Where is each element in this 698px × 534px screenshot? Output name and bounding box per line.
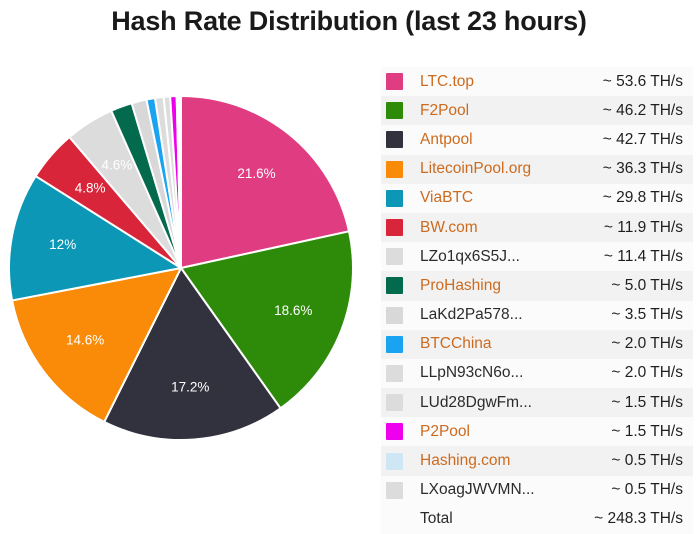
legend-item-label[interactable]: F2Pool <box>420 101 470 119</box>
legend-row[interactable]: LTC.top ~ 53.6 TH/s <box>381 67 693 97</box>
legend-item-value: ~ 0.5 TH/s <box>611 452 683 470</box>
legend-row[interactable]: LaKd2Pa578... ~ 3.5 TH/s <box>381 300 693 330</box>
legend-row[interactable]: LLpN93cN6o... ~ 2.0 TH/s <box>381 358 693 389</box>
legend-item-value: ~ 0.5 TH/s <box>611 481 683 499</box>
legend-item-value: ~ 46.2 TH/s <box>602 101 683 119</box>
pie-slice[interactable] <box>11 267 182 423</box>
legend-color-swatch <box>386 394 403 412</box>
legend-total-row: Total ~ 248.3 TH/s <box>381 504 693 534</box>
legend-item-label[interactable]: Hashing.com <box>420 452 511 470</box>
legend-row[interactable]: BTCChina ~ 2.0 TH/s <box>381 329 693 359</box>
pie-slice[interactable] <box>180 230 354 410</box>
legend-color-swatch <box>386 73 403 91</box>
legend-item-label: LaKd2Pa578... <box>420 306 523 324</box>
legend-total-swatch-placeholder <box>386 511 403 528</box>
legend-item-value: ~ 53.6 TH/s <box>602 72 683 90</box>
legend-item-value: ~ 2.0 TH/s <box>611 364 683 382</box>
legend-item-label[interactable]: ViaBTC <box>420 189 474 207</box>
pie-slice[interactable] <box>177 94 182 269</box>
pie-slice[interactable] <box>8 175 182 302</box>
legend-color-swatch <box>386 277 403 295</box>
legend: LTC.top ~ 53.6 TH/s F2Pool ~ 46.2 TH/s Antpo… <box>381 67 693 534</box>
legend-item-value: ~ 1.5 TH/s <box>611 393 683 411</box>
pie-slice[interactable] <box>103 267 282 441</box>
legend-item-value: ~ 42.7 TH/s <box>602 130 683 148</box>
legend-color-swatch <box>386 160 403 178</box>
legend-color-swatch <box>386 219 403 237</box>
legend-row[interactable]: ProHashing ~ 5.0 TH/s <box>381 271 693 301</box>
legend-item-label: LUd28DgwFm... <box>420 393 532 411</box>
legend-color-swatch <box>386 306 403 324</box>
legend-color-swatch <box>386 423 403 441</box>
legend-color-swatch <box>386 364 403 382</box>
legend-item-label[interactable]: Antpool <box>420 130 473 148</box>
legend-item-value: ~ 3.5 TH/s <box>611 306 683 324</box>
legend-item-value: ~ 36.3 TH/s <box>602 160 683 178</box>
legend-total-value: ~ 248.3 TH/s <box>594 510 683 528</box>
legend-color-swatch <box>386 102 403 120</box>
legend-item-value: ~ 29.8 TH/s <box>602 189 683 207</box>
legend-row[interactable]: ViaBTC ~ 29.8 TH/s <box>381 183 693 213</box>
legend-row[interactable]: LUd28DgwFm... ~ 1.5 TH/s <box>381 388 693 418</box>
legend-row[interactable]: LZo1qx6S5J... ~ 11.4 TH/s <box>381 242 693 272</box>
legend-item-value: ~ 5.0 TH/s <box>611 276 683 294</box>
legend-item-value: ~ 11.4 TH/s <box>603 247 683 265</box>
legend-item-value: ~ 1.5 TH/s <box>611 422 683 440</box>
legend-row[interactable]: BW.com ~ 11.9 TH/s <box>381 212 693 243</box>
legend-row[interactable]: Antpool ~ 42.7 TH/s <box>381 125 693 155</box>
legend-item-label[interactable]: LTC.top <box>420 72 474 90</box>
legend-color-swatch <box>386 335 403 353</box>
legend-item-value: ~ 2.0 TH/s <box>611 335 683 353</box>
legend-item-label[interactable]: P2Pool <box>420 422 470 440</box>
page-title: Hash Rate Distribution (last 23 hours) <box>111 6 587 36</box>
legend-item-label: LLpN93cN6o... <box>420 364 524 382</box>
legend-row[interactable]: F2Pool ~ 46.2 TH/s <box>381 96 693 126</box>
legend-row[interactable]: P2Pool ~ 1.5 TH/s <box>381 417 693 447</box>
pie-chart-svg: 21.6%18.6%17.2%14.6%12%4.8%4.6% <box>8 94 354 441</box>
legend-item-label[interactable]: BW.com <box>420 218 478 236</box>
legend-item-label[interactable]: ProHashing <box>420 276 501 294</box>
legend-row[interactable]: Hashing.com ~ 0.5 TH/s <box>381 446 693 476</box>
legend-total-label: Total <box>420 510 453 528</box>
legend-row[interactable]: LitecoinPool.org ~ 36.3 TH/s <box>381 154 693 184</box>
legend-item-value: ~ 11.9 TH/s <box>603 218 683 236</box>
legend-item-label: LXoagJWVMN... <box>420 481 535 499</box>
legend-color-swatch <box>386 452 403 470</box>
pie-chart: 21.6% 18.6% 17.2% 14.6% 12% 4.8% 4.6% <box>0 55 372 527</box>
legend-row[interactable]: LXoagJWVMN... ~ 0.5 TH/s <box>381 475 693 505</box>
legend-item-label[interactable]: LitecoinPool.org <box>420 160 532 178</box>
pie-slice-group <box>8 94 354 441</box>
pie-slice[interactable] <box>180 95 351 269</box>
legend-color-swatch <box>386 189 403 207</box>
legend-item-label: LZo1qx6S5J... <box>420 247 520 265</box>
legend-color-swatch <box>386 131 403 149</box>
legend-color-swatch <box>386 248 403 266</box>
legend-color-swatch <box>386 481 403 499</box>
legend-item-label[interactable]: BTCChina <box>420 335 492 353</box>
